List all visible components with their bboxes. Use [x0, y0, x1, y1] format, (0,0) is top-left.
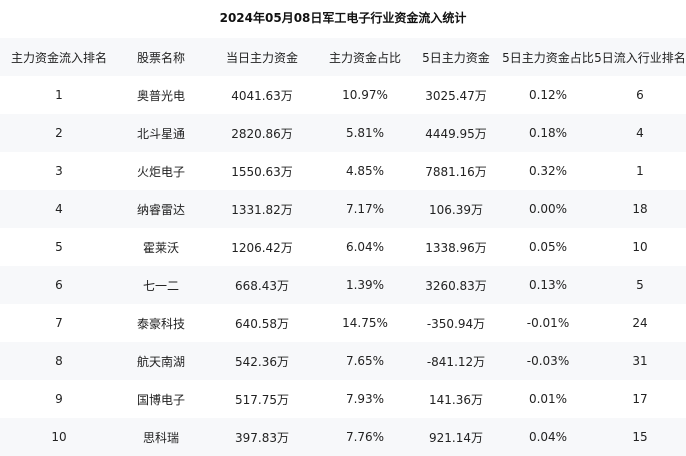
table-cell: 0.04%	[528, 430, 568, 444]
table-cell: 1	[636, 164, 644, 178]
table-row: 10 思科瑞 397.83万 7.76% 921.14万 0.04% 15	[0, 418, 686, 456]
table-cell: 921.14万	[429, 430, 483, 445]
table-cell: 0.12%	[528, 88, 568, 102]
table-cell: 0.18%	[528, 126, 568, 140]
chart-title: 2024年05月08日军工电子行业资金流入统计	[219, 11, 467, 25]
column-header: 5日流入行业排名	[594, 50, 686, 65]
table-cell: 10	[51, 430, 67, 444]
table-cell: 141.36万	[429, 392, 483, 407]
table-cell: 6	[55, 278, 63, 292]
table-cell: 7.93%	[345, 392, 385, 406]
table-cell: 15	[632, 430, 648, 444]
table-cell: 640.58万	[235, 316, 289, 331]
table-cell: 4	[636, 126, 644, 140]
table-cell: 1331.82万	[231, 202, 293, 217]
table-cell: 思科瑞	[142, 430, 179, 445]
table-row: 9 国博电子 517.75万 7.93% 141.36万 0.01% 17	[0, 380, 686, 418]
table-cell: 0.05%	[528, 240, 568, 254]
table-cell: 1338.96万	[425, 240, 487, 255]
table-cell: 1	[55, 88, 63, 102]
table-body: 1 奥普光电 4041.63万 10.97% 3025.47万 0.12% 6 2 北斗星通 28…	[0, 76, 686, 456]
table-cell: 24	[632, 316, 648, 330]
table-cell: 4	[55, 202, 63, 216]
table-cell: 7881.16万	[425, 164, 487, 179]
table-cell: 3025.47万	[425, 88, 487, 103]
column-header: 股票名称	[136, 50, 185, 65]
table-cell: 国博电子	[136, 392, 185, 407]
table-cell: 31	[632, 354, 648, 368]
table-cell: 1.39%	[345, 278, 385, 292]
table-cell: 6	[636, 88, 644, 102]
column-header: 5日主力资金占比	[502, 50, 594, 65]
table-cell: 5.81%	[345, 126, 385, 140]
table-cell: 668.43万	[235, 278, 289, 293]
column-header: 5日主力资金	[422, 50, 490, 65]
table-cell: 七一二	[142, 278, 179, 293]
table-cell: 542.36万	[235, 354, 289, 369]
table-cell: 17	[632, 392, 648, 406]
table-row: 3 火炬电子 1550.63万 4.85% 7881.16万 0.32% 1	[0, 152, 686, 190]
table-cell: 火炬电子	[136, 164, 185, 179]
table-cell: 14.75%	[342, 316, 388, 330]
table-cell: -841.12万	[426, 354, 486, 369]
table-cell: 2	[55, 126, 63, 140]
table-cell: 3260.83万	[425, 278, 487, 293]
table-cell: 397.83万	[235, 430, 289, 445]
table-cell: 7.76%	[345, 430, 385, 444]
table-cell: 1550.63万	[231, 164, 293, 179]
table-row: 4 纳睿雷达 1331.82万 7.17% 106.39万 0.00% 18	[0, 190, 686, 228]
table-cell: 517.75万	[235, 392, 289, 407]
table-cell: 纳睿雷达	[136, 202, 185, 217]
table-row: 6 七一二 668.43万 1.39% 3260.83万 0.13% 5	[0, 266, 686, 304]
table-cell: 10.97%	[342, 88, 388, 102]
table-cell: 4.85%	[345, 164, 385, 178]
table-cell: 0.32%	[528, 164, 568, 178]
table-cell: 0.00%	[528, 202, 568, 216]
table-cell: 奥普光电	[136, 88, 185, 103]
table-cell: 9	[55, 392, 63, 406]
table-row: 7 泰豪科技 640.58万 14.75% -350.94万 -0.01% 24	[0, 304, 686, 342]
table-cell: 106.39万	[429, 202, 483, 217]
table-cell: 5	[55, 240, 63, 254]
table-cell: 霍莱沃	[142, 240, 179, 255]
table-row: 5 霍莱沃 1206.42万 6.04% 1338.96万 0.05% 10	[0, 228, 686, 266]
table-row: 8 航天南湖 542.36万 7.65% -841.12万 -0.03% 31	[0, 342, 686, 380]
table-cell: 7	[55, 316, 63, 330]
table-cell: 0.01%	[528, 392, 568, 406]
table-cell: 泰豪科技	[136, 316, 185, 331]
table-cell: 3	[55, 164, 63, 178]
table-cell: 7.65%	[345, 354, 385, 368]
table-cell: -350.94万	[426, 316, 486, 331]
column-header: 当日主力资金	[225, 50, 298, 65]
fund-flow-table: 主力资金流入排名 股票名称 当日主力资金 主力资金占比 5日主力资金 5日主力资…	[0, 38, 686, 456]
table-row: 1 奥普光电 4041.63万 10.97% 3025.47万 0.12% 6	[0, 76, 686, 114]
table-cell: 北斗星通	[136, 126, 185, 141]
table-cell: 2820.86万	[231, 126, 293, 141]
table-cell: 航天南湖	[136, 354, 185, 369]
table-cell: 10	[632, 240, 648, 254]
table-row: 2 北斗星通 2820.86万 5.81% 4449.95万 0.18% 4	[0, 114, 686, 152]
column-header: 主力资金流入排名	[10, 50, 107, 65]
table-cell: 6.04%	[345, 240, 385, 254]
table-cell: -0.03%	[526, 354, 570, 368]
table-cell: 5	[636, 278, 644, 292]
table-cell: 18	[632, 202, 648, 216]
table-cell: 4041.63万	[231, 88, 293, 103]
table-cell: 1206.42万	[231, 240, 293, 255]
table-cell: -0.01%	[526, 316, 570, 330]
table-cell: 7.17%	[345, 202, 385, 216]
table-header-row: 主力资金流入排名 股票名称 当日主力资金 主力资金占比 5日主力资金 5日主力资…	[0, 38, 686, 76]
table-cell: 4449.95万	[425, 126, 487, 141]
column-header: 主力资金占比	[328, 50, 401, 65]
table-cell: 8	[55, 354, 63, 368]
table-cell: 0.13%	[528, 278, 568, 292]
